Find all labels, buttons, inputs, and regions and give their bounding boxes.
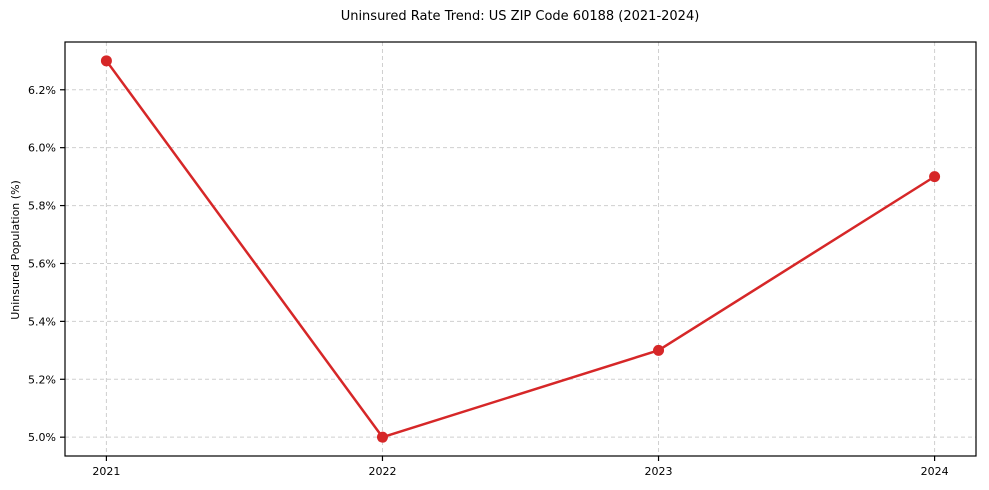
- data-point-2022: [376, 431, 388, 443]
- data-point-2021: [100, 55, 112, 67]
- axis-layer: 5.0% 5.2% 5.4% 5.6% 5.8% 6.0% 6.2% 2021 2022 2023…: [28, 41, 977, 478]
- y-tick-label: 6.2%: [28, 84, 56, 97]
- y-axis-label: Uninsured Population (%): [9, 180, 22, 320]
- data-point-2024: [929, 171, 941, 183]
- x-tick-label: 2021: [92, 465, 120, 478]
- y-tick-label: 5.2%: [28, 373, 56, 386]
- y-tick-label: 6.0%: [28, 142, 56, 155]
- x-tick-label: 2024: [921, 465, 949, 478]
- y-tick-label: 5.8%: [28, 200, 56, 213]
- y-tick-label: 5.0%: [28, 431, 56, 444]
- grid-layer: [65, 42, 976, 456]
- x-tick-label: 2023: [645, 465, 673, 478]
- data-point-2023: [653, 344, 665, 356]
- data-layer: [100, 55, 941, 443]
- y-tick-label: 5.6%: [28, 257, 56, 270]
- plot-border: [64, 41, 977, 457]
- chart-title: Uninsured Rate Trend: US ZIP Code 60188 …: [341, 9, 700, 24]
- trend-line: [105, 59, 936, 439]
- x-tick-label: 2022: [368, 465, 396, 478]
- y-tick-label: 5.4%: [28, 315, 56, 328]
